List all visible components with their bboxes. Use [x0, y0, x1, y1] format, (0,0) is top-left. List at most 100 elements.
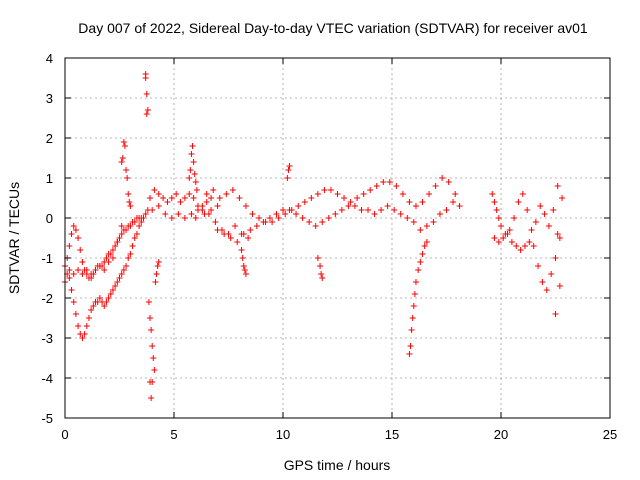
- data-point: [550, 207, 557, 213]
- data-point: [79, 271, 86, 277]
- data-point: [203, 199, 210, 205]
- data-point: [545, 223, 552, 229]
- data-point: [552, 311, 559, 317]
- y-tick-label: -4: [41, 371, 53, 386]
- data-point: [121, 143, 128, 149]
- data-point: [112, 243, 119, 249]
- data-point: [190, 159, 197, 165]
- data-point: [411, 291, 418, 297]
- data-point: [286, 207, 293, 213]
- data-point: [541, 211, 548, 217]
- data-point: [66, 243, 73, 249]
- data-point: [517, 247, 524, 253]
- data-point: [234, 239, 241, 245]
- data-point: [175, 211, 182, 217]
- data-point: [142, 211, 149, 217]
- data-point: [193, 187, 200, 193]
- data-point: [491, 199, 498, 205]
- data-point: [214, 203, 221, 209]
- data-point: [66, 267, 73, 273]
- data-point: [284, 175, 291, 181]
- data-point: [143, 91, 150, 97]
- data-point: [537, 203, 544, 209]
- data-point: [439, 175, 446, 181]
- data-point: [260, 219, 267, 225]
- data-point: [153, 271, 160, 277]
- data-point: [539, 279, 546, 285]
- x-tick-label: 15: [385, 427, 399, 442]
- data-point: [148, 395, 155, 401]
- data-point: [105, 295, 112, 301]
- data-point: [528, 227, 535, 233]
- data-point: [205, 211, 212, 217]
- data-point: [208, 195, 215, 201]
- data-point: [426, 191, 433, 197]
- data-point: [101, 303, 108, 309]
- data-point: [242, 271, 249, 277]
- data-point: [79, 259, 86, 265]
- data-point: [489, 191, 496, 197]
- data-point: [216, 195, 223, 201]
- data-point: [114, 279, 121, 285]
- data-point: [152, 279, 159, 285]
- data-point: [360, 191, 367, 197]
- tick-labels: 0 5 10 15 20 25 -5 -4 -3 -2 -1 0 1 2 3 4: [41, 51, 617, 442]
- y-tick-label: 4: [46, 51, 53, 66]
- data-point: [409, 315, 416, 321]
- data-point: [347, 199, 354, 205]
- data-point: [143, 111, 150, 117]
- data-point: [417, 259, 424, 265]
- data-point: [306, 219, 313, 225]
- data-point: [351, 203, 358, 209]
- data-point: [450, 199, 457, 205]
- data-point: [245, 235, 252, 241]
- data-point: [253, 223, 260, 229]
- data-point: [491, 235, 498, 241]
- data-point: [412, 203, 419, 209]
- data-point: [123, 263, 130, 269]
- data-point: [147, 195, 154, 201]
- x-axis-label: GPS time / hours: [284, 457, 391, 473]
- data-point: [177, 199, 184, 205]
- data-point: [456, 203, 463, 209]
- data-point: [559, 195, 566, 201]
- data-point: [341, 195, 348, 201]
- y-tick-label: -1: [41, 251, 53, 266]
- data-point: [203, 191, 210, 197]
- data-point: [147, 315, 154, 321]
- axis-ticks: [64, 57, 611, 419]
- data-point: [240, 263, 247, 269]
- data-point: [85, 315, 92, 321]
- grid-lines: [65, 58, 610, 418]
- data-point: [109, 255, 116, 261]
- data-point: [188, 151, 195, 157]
- data-point: [432, 183, 439, 189]
- data-point: [556, 283, 563, 289]
- data-point: [221, 231, 228, 237]
- data-point: [365, 207, 372, 213]
- data-point: [107, 291, 114, 297]
- data-point: [406, 351, 413, 357]
- data-point: [109, 247, 116, 253]
- data-point: [148, 327, 155, 333]
- data-point: [68, 231, 75, 237]
- data-point: [227, 235, 234, 241]
- data-point: [92, 267, 99, 273]
- data-point: [286, 163, 293, 169]
- data-point: [229, 187, 236, 193]
- data-point: [70, 223, 77, 229]
- data-point: [118, 271, 125, 277]
- data-point: [266, 215, 273, 221]
- data-point: [275, 215, 282, 221]
- data-point: [189, 143, 196, 149]
- data-point: [181, 195, 188, 201]
- data-point: [72, 311, 79, 317]
- data-point: [75, 267, 82, 273]
- data-point: [321, 187, 328, 193]
- data-point: [150, 355, 157, 361]
- data-point: [241, 267, 248, 273]
- data-point: [164, 199, 171, 205]
- data-point: [314, 255, 321, 261]
- data-point: [526, 239, 533, 245]
- data-point: [120, 139, 127, 145]
